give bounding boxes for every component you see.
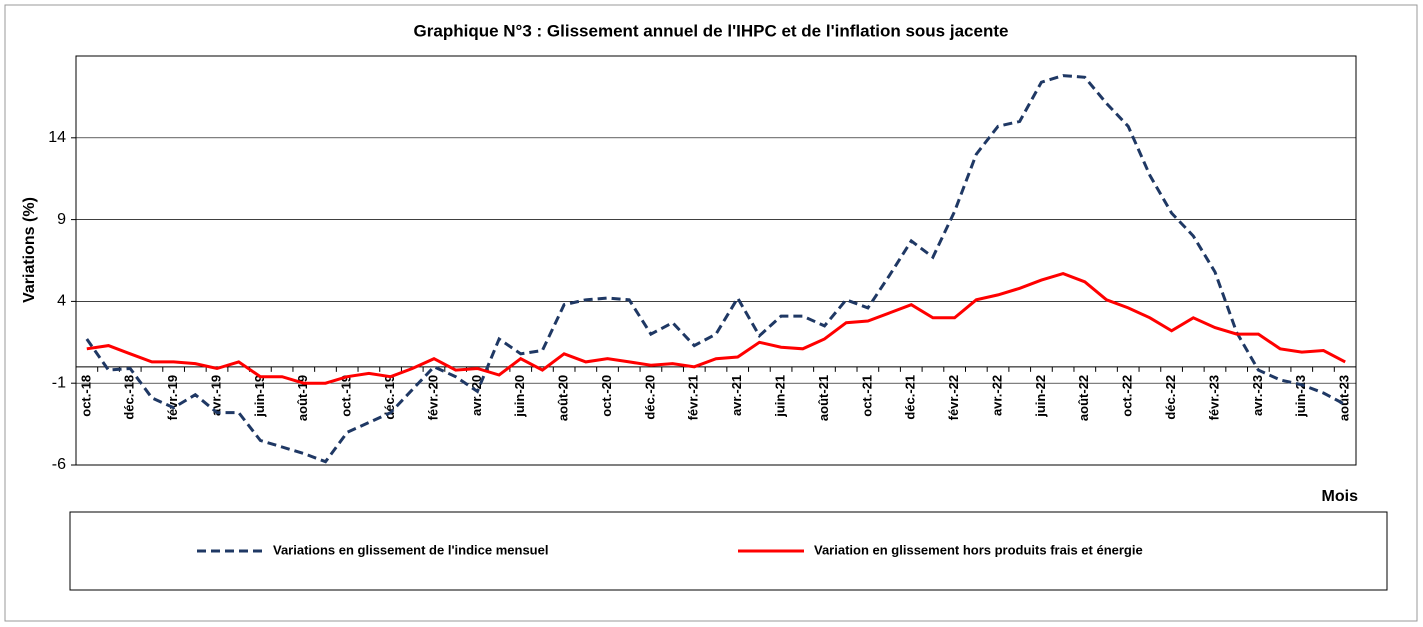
x-tick-label: avr.-19 bbox=[208, 375, 223, 416]
x-tick-label: févr.-21 bbox=[686, 375, 701, 421]
x-tick-label: oct.-22 bbox=[1120, 375, 1135, 417]
x-tick-label: févr.-23 bbox=[1206, 375, 1221, 421]
chart-title: Graphique N°3 : Glissement annuel de l'I… bbox=[414, 21, 1009, 40]
x-tick-label: oct.-18 bbox=[78, 375, 93, 417]
x-tick-label: avr.-22 bbox=[989, 375, 1004, 416]
x-tick-label: août-23 bbox=[1337, 375, 1352, 421]
x-tick-label: avr.-23 bbox=[1250, 375, 1265, 416]
x-tick-label: avr.-21 bbox=[729, 375, 744, 416]
x-tick-label: déc.-18 bbox=[122, 375, 137, 420]
y-tick-label: 9 bbox=[57, 211, 66, 228]
x-tick-label: févr.-20 bbox=[425, 375, 440, 421]
legend-box bbox=[69, 511, 1388, 591]
series-line bbox=[86, 272, 1346, 385]
x-tick-label: oct.-19 bbox=[339, 375, 354, 417]
x-tick-label: juin-21 bbox=[773, 375, 788, 418]
y-tick-label: 4 bbox=[57, 293, 66, 310]
y-tick-label: -6 bbox=[52, 456, 66, 473]
x-tick-label: août-21 bbox=[816, 375, 831, 421]
x-tick-label: déc.-21 bbox=[903, 375, 918, 420]
x-tick-label: avr.-20 bbox=[469, 375, 484, 416]
series-line bbox=[85, 74, 1346, 464]
x-tick-label: juin-23 bbox=[1293, 375, 1308, 418]
y-tick-label: -1 bbox=[52, 374, 66, 391]
x-tick-label: déc.-22 bbox=[1163, 375, 1178, 420]
x-tick-label: août-19 bbox=[295, 375, 310, 421]
legend-label: Variation en glissement hors produits fr… bbox=[814, 542, 1143, 557]
y-tick-label: 14 bbox=[48, 129, 66, 146]
x-tick-label: déc.-20 bbox=[642, 375, 657, 420]
y-axis-label: Variations (%) bbox=[21, 197, 38, 303]
x-tick-label: août-20 bbox=[556, 375, 571, 421]
x-tick-label: févr.-19 bbox=[165, 375, 180, 421]
x-tick-label: juin-22 bbox=[1033, 375, 1048, 418]
x-tick-label: déc.-19 bbox=[382, 375, 397, 420]
x-tick-label: juin-20 bbox=[512, 375, 527, 418]
x-tick-label: août-22 bbox=[1076, 375, 1091, 421]
chart-border bbox=[4, 4, 1418, 622]
x-tick-label: juin-19 bbox=[252, 375, 267, 418]
x-axis-label: Mois bbox=[1322, 488, 1359, 505]
x-tick-label: oct.-21 bbox=[859, 375, 874, 417]
x-tick-label: févr.-22 bbox=[946, 375, 961, 421]
legend-label: Variations en glissement de l'indice men… bbox=[273, 542, 548, 557]
x-tick-label: oct.-20 bbox=[599, 375, 614, 417]
